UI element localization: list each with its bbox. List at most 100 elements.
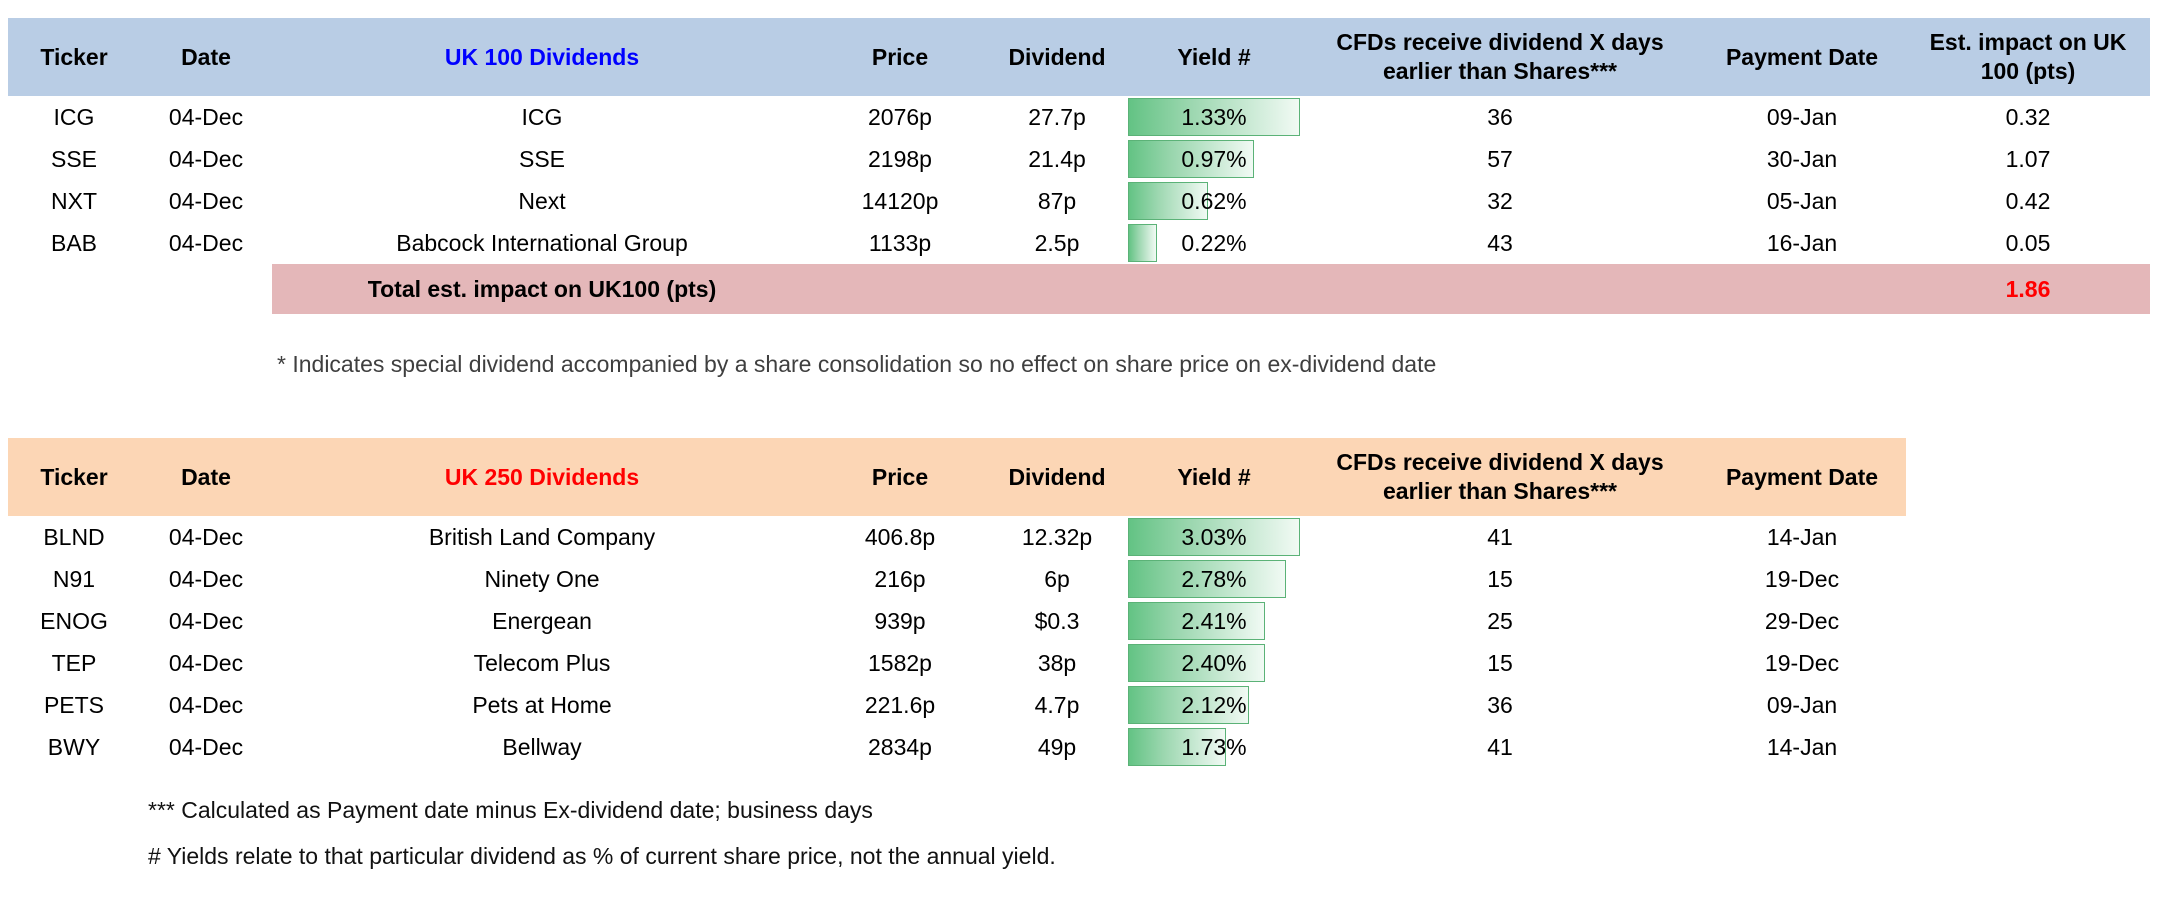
cell-payment-date[interactable]: 14-Jan [1766,523,1838,550]
cell-dividend[interactable]: 27.7p [1028,103,1086,130]
cell-company-name[interactable]: Ninety One [484,565,600,592]
cell-dividend[interactable]: 12.32p [1021,523,1093,550]
cell-company-name[interactable]: Bellway [502,733,582,760]
cell-payment-date[interactable]: 29-Dec [1764,607,1840,634]
cell-yield[interactable]: 2.12% [1126,684,1302,726]
cell-company-name[interactable]: ICG [521,103,563,130]
cell-price[interactable]: 1133p [868,229,932,256]
header-cfds-days[interactable]: CFDs receive dividend X days earlier tha… [1302,18,1698,96]
header-yield[interactable]: Yield # [1126,438,1302,516]
header-est-impact[interactable]: Est. impact on UK 100 (pts) [1906,18,2150,96]
cell-ticker[interactable]: N91 [52,565,96,592]
cell-company-name[interactable]: Next [518,187,566,214]
cell-cfds-days[interactable]: 32 [1487,187,1513,214]
cell-ticker[interactable]: ENOG [40,607,108,634]
cell-payment-date[interactable]: 30-Jan [1766,145,1838,172]
cell-date[interactable]: 04-Dec [168,145,244,172]
cell-price[interactable]: 221.6p [864,691,936,718]
header-payment-date[interactable]: Payment Date [1698,438,1906,516]
cell-payment-date[interactable]: 19-Dec [1764,649,1840,676]
cell-price[interactable]: 2834p [868,733,932,760]
cell-company-name[interactable]: Energean [492,607,592,634]
cell-date[interactable]: 04-Dec [168,565,244,592]
total-impact-label[interactable]: Total est. impact on UK100 (pts) [272,264,812,314]
cell-yield[interactable]: 3.03% [1126,516,1302,558]
header-ticker[interactable]: Ticker [8,438,140,516]
header-payment-date[interactable]: Payment Date [1698,18,1906,96]
cell-dividend[interactable]: 2.5p [1034,229,1080,256]
cell-company-name[interactable]: Pets at Home [472,691,612,718]
cell-yield[interactable]: 1.73% [1126,726,1302,768]
cell-date[interactable]: 04-Dec [168,229,244,256]
cell-ticker[interactable]: PETS [43,691,105,718]
cell-date[interactable]: 04-Dec [168,187,244,214]
cell-company-name[interactable]: SSE [518,145,566,172]
cell-cfds-days[interactable]: 36 [1487,103,1513,130]
cell-est-impact[interactable]: 1.07 [2005,145,2051,172]
cell-yield[interactable]: 1.33% [1126,96,1302,138]
cell-cfds-days[interactable]: 43 [1487,229,1513,256]
cell-yield[interactable]: 0.97% [1126,138,1302,180]
cell-cfds-days[interactable]: 15 [1487,649,1513,676]
cell-payment-date[interactable]: 09-Jan [1766,103,1838,130]
cell-dividend[interactable]: 21.4p [1028,145,1086,172]
cell-ticker[interactable]: TEP [51,649,97,676]
cell-payment-date[interactable]: 09-Jan [1766,691,1838,718]
cell-payment-date[interactable]: 05-Jan [1766,187,1838,214]
header-price[interactable]: Price [812,18,988,96]
cell-yield[interactable]: 2.41% [1126,600,1302,642]
cell-payment-date[interactable]: 19-Dec [1764,565,1840,592]
cell-cfds-days[interactable]: 15 [1487,565,1513,592]
header-cfds-days[interactable]: CFDs receive dividend X days earlier tha… [1302,438,1698,516]
cell-yield[interactable]: 0.22% [1126,222,1302,264]
cell-dividend[interactable]: 87p [1037,187,1077,214]
cell-dividend[interactable]: 4.7p [1034,691,1080,718]
cell-payment-date[interactable]: 16-Jan [1766,229,1838,256]
cell-company-name[interactable]: Babcock International Group [396,229,688,256]
cell-date[interactable]: 04-Dec [168,523,244,550]
header-date[interactable]: Date [140,438,272,516]
cell-est-impact[interactable]: 0.42 [2005,187,2051,214]
cell-price[interactable]: 2076p [868,103,932,130]
cell-yield[interactable]: 2.40% [1126,642,1302,684]
cell-cfds-days[interactable]: 41 [1487,523,1513,550]
cell-price[interactable]: 939p [874,607,926,634]
cell-ticker[interactable]: BLND [43,523,105,550]
header-yield[interactable]: Yield # [1126,18,1302,96]
cell-price[interactable]: 406.8p [864,523,936,550]
total-impact-value[interactable]: 1.86 [1906,264,2150,314]
cell-est-impact[interactable]: 0.32 [2005,103,2051,130]
cell-yield[interactable]: 2.78% [1126,558,1302,600]
cell-cfds-days[interactable]: 57 [1487,145,1513,172]
cell-dividend[interactable]: 6p [1044,565,1070,592]
cell-ticker[interactable]: SSE [50,145,98,172]
cell-date[interactable]: 04-Dec [168,103,244,130]
cell-company-name[interactable]: British Land Company [428,523,656,550]
cell-date[interactable]: 04-Dec [168,691,244,718]
cell-price[interactable]: 216p [874,565,926,592]
cell-price[interactable]: 14120p [861,187,939,214]
cell-dividend[interactable]: 49p [1037,733,1077,760]
header-date[interactable]: Date [140,18,272,96]
header-dividend[interactable]: Dividend [988,438,1126,516]
cell-ticker[interactable]: ICG [53,103,95,130]
cell-cfds-days[interactable]: 36 [1487,691,1513,718]
cell-cfds-days[interactable]: 41 [1487,733,1513,760]
header-dividend[interactable]: Dividend [988,18,1126,96]
cell-dividend[interactable]: 38p [1037,649,1077,676]
cell-price[interactable]: 2198p [868,145,932,172]
cell-yield[interactable]: 0.62% [1126,180,1302,222]
uk250-table-title[interactable]: UK 250 Dividends [272,438,812,516]
cell-ticker[interactable]: NXT [51,187,97,214]
cell-cfds-days[interactable]: 25 [1487,607,1513,634]
cell-price[interactable]: 1582p [868,649,932,676]
uk100-table-title[interactable]: UK 100 Dividends [272,18,812,96]
cell-ticker[interactable]: BAB [50,229,98,256]
cell-payment-date[interactable]: 14-Jan [1766,733,1838,760]
cell-date[interactable]: 04-Dec [168,733,244,760]
cell-date[interactable]: 04-Dec [168,649,244,676]
cell-ticker[interactable]: BWY [47,733,101,760]
header-ticker[interactable]: Ticker [8,18,140,96]
cell-date[interactable]: 04-Dec [168,607,244,634]
header-price[interactable]: Price [812,438,988,516]
